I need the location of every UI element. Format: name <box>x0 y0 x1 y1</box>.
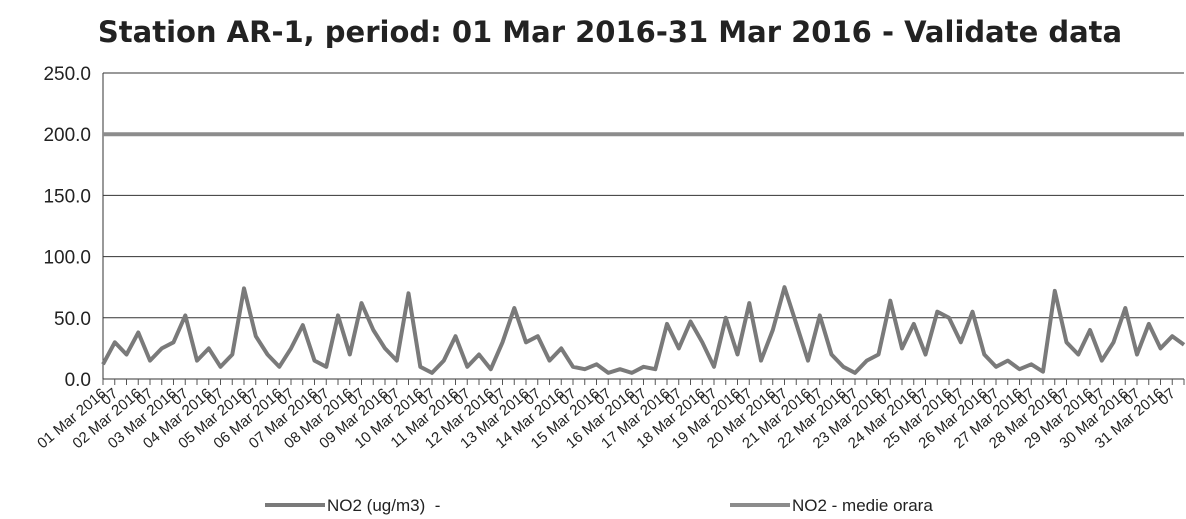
y-tick-label: 50.0 <box>54 309 91 330</box>
y-tick-label: 150.0 <box>43 186 91 207</box>
y-tick-label: 0.0 <box>65 370 91 391</box>
chart-title: Station AR-1, period: 01 Mar 2016-31 Mar… <box>98 15 1122 49</box>
series-line <box>101 285 1186 375</box>
legend-label: NO2 (ug/m3) - <box>327 496 440 515</box>
y-tick-label: 200.0 <box>43 125 91 146</box>
y-tick-label: 250.0 <box>43 64 91 85</box>
y-tick-label: 100.0 <box>43 248 91 269</box>
legend-label: NO2 - medie orara <box>792 496 933 515</box>
